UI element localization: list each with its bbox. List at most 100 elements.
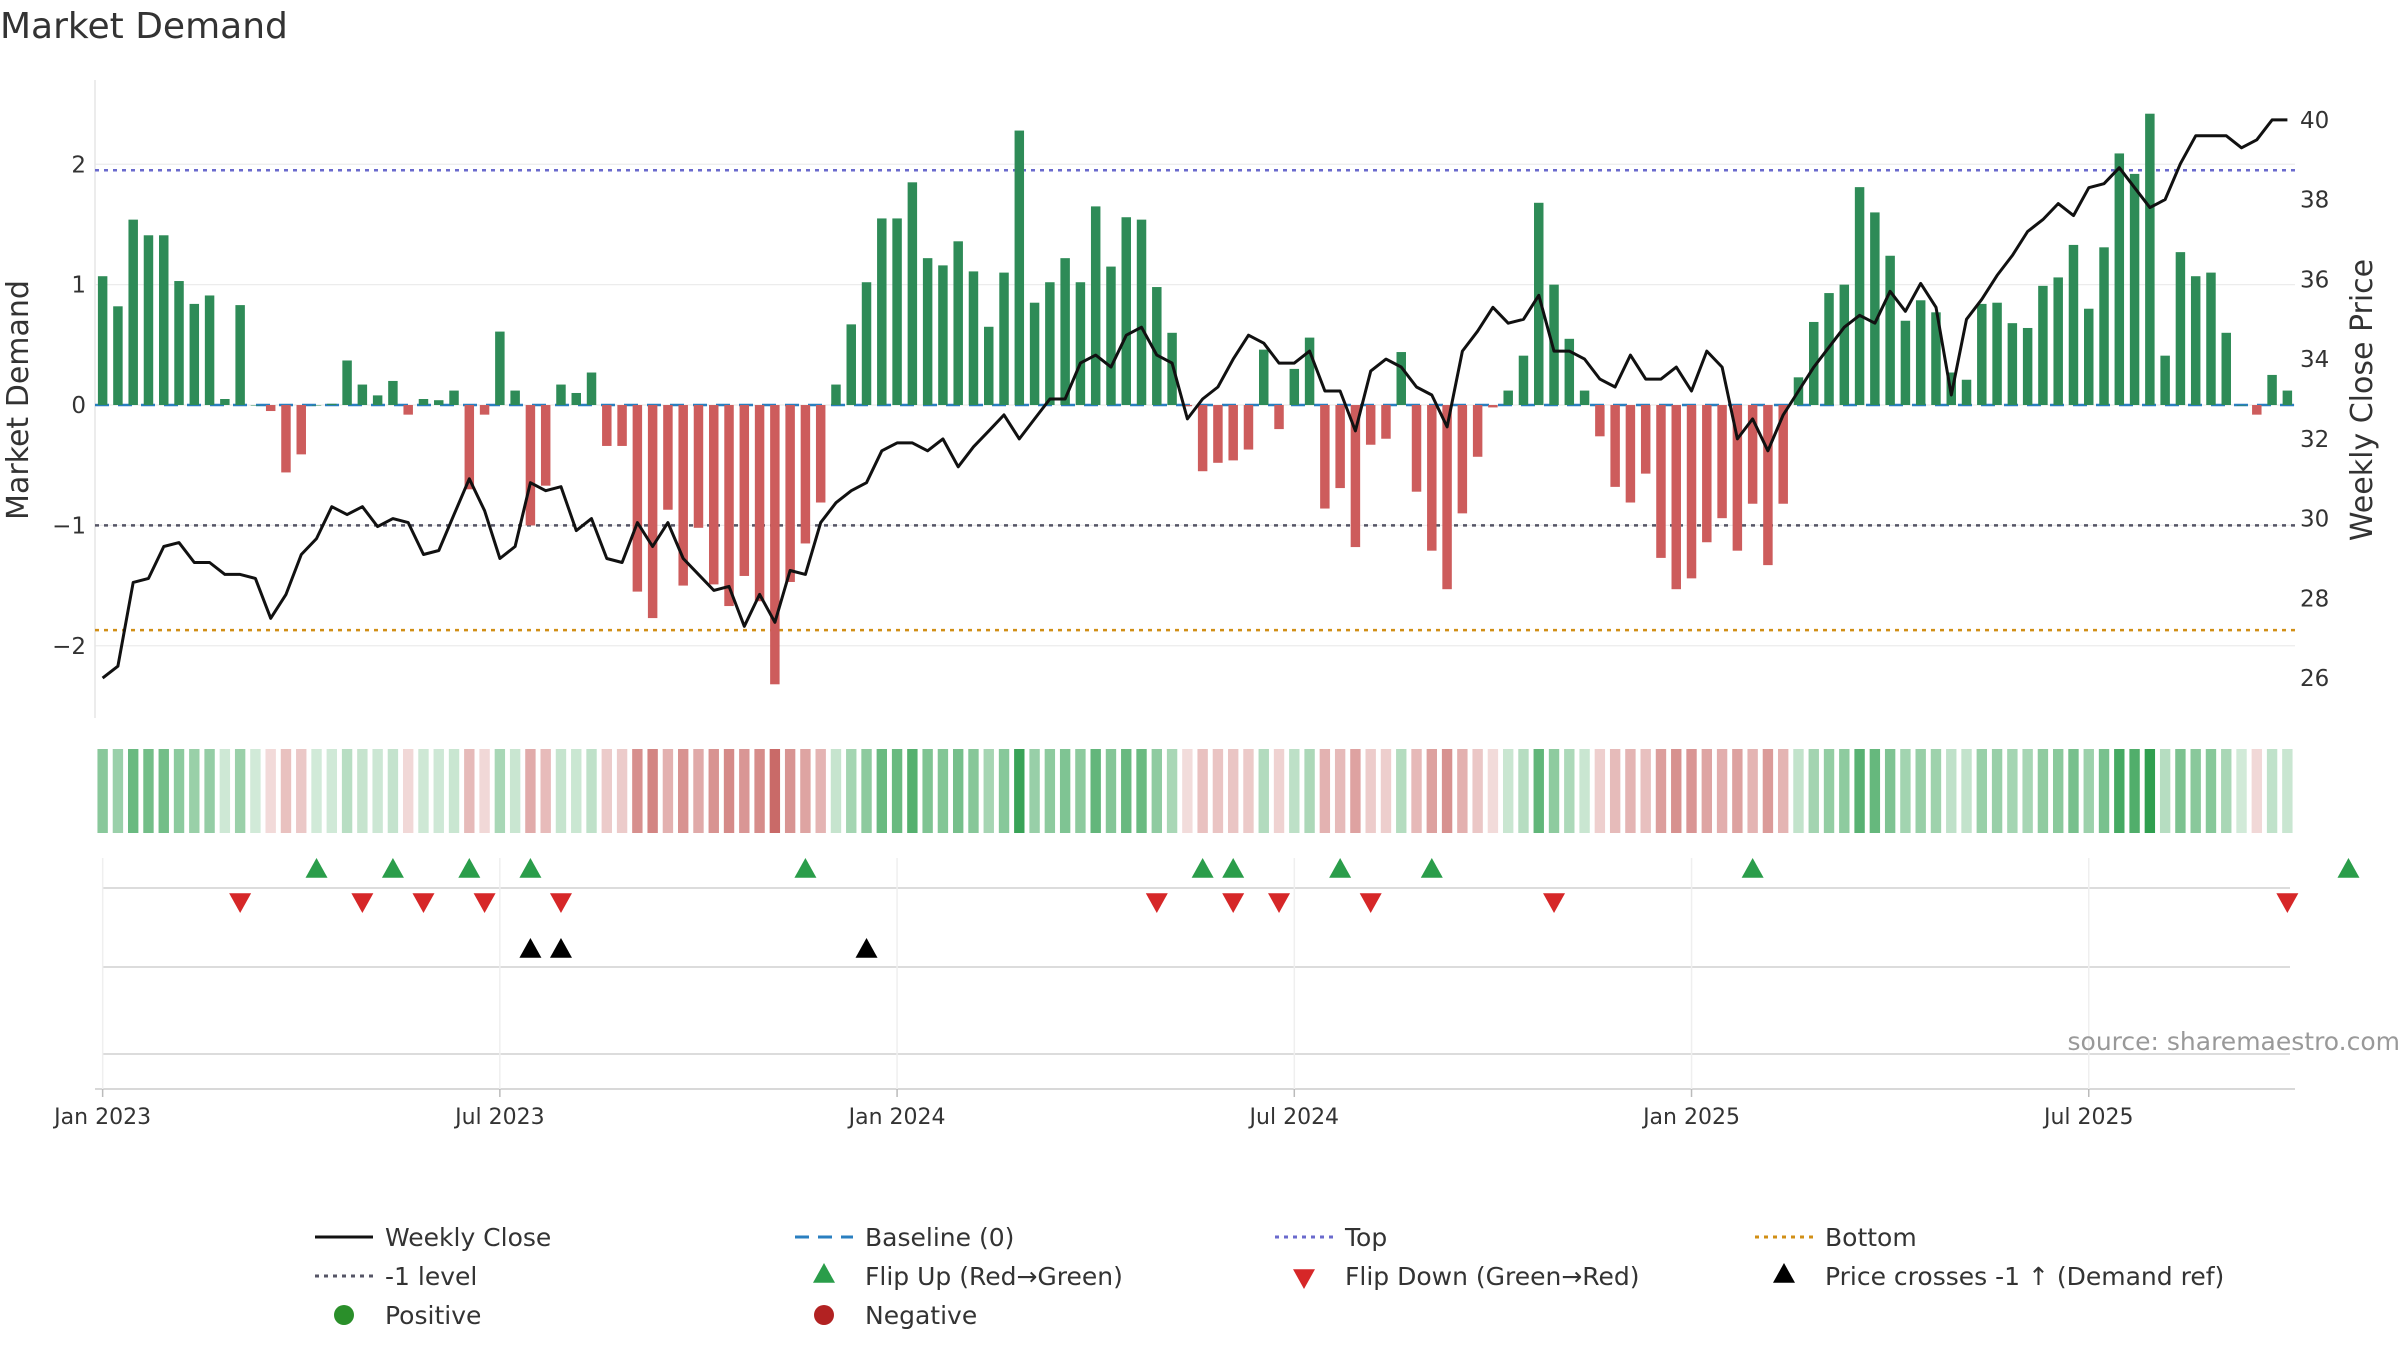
demand-bar [388, 380, 398, 406]
heat-cell [296, 749, 307, 833]
demand-bar [800, 405, 811, 544]
demand-bar [418, 399, 429, 406]
demand-bar [220, 399, 230, 406]
demand-bar [846, 324, 856, 406]
left-tick-label: 2 [71, 152, 86, 178]
demand-bar [449, 390, 459, 406]
demand-bar [1136, 219, 1147, 406]
legend-positive-swatch [334, 1305, 354, 1325]
legend-label-bottom: Bottom [1825, 1223, 1917, 1252]
left-axis-label: Market Demand [1, 280, 36, 520]
demand-bar [1915, 300, 1926, 406]
heat-cell [953, 749, 964, 833]
heat-cell [1487, 749, 1499, 833]
demand-bar [1289, 368, 1300, 406]
legend-label-flipdown: Flip Down (Green→Red) [1345, 1262, 1640, 1291]
demand-bar [1549, 284, 1559, 406]
demand-bar [1197, 405, 1208, 472]
right-tick-label: 40 [2300, 108, 2329, 134]
heat-cell [372, 749, 383, 833]
demand-bar [1427, 405, 1437, 551]
demand-bar [586, 372, 597, 406]
demand-bar [617, 405, 627, 446]
demand-bar [1564, 338, 1575, 406]
demand-bar [2282, 390, 2293, 406]
demand-bar [678, 405, 688, 586]
heat-cell [433, 749, 444, 833]
flip-down-marker [1222, 893, 1245, 913]
demand-bar [1534, 202, 1544, 406]
heat-cell [1625, 749, 1636, 833]
legend-label-close: Weekly Close [385, 1223, 551, 1252]
demand-bar [1472, 405, 1483, 457]
x-tick-label: Jan 2025 [1641, 1105, 1740, 1130]
heat-cell [1273, 749, 1285, 833]
heat-cell [937, 749, 949, 833]
demand-bar [953, 241, 963, 406]
heat-cell [2037, 749, 2049, 833]
heat-cell [1075, 749, 1086, 833]
heat-cell [968, 749, 979, 833]
right-axis-label: Weekly Close Price [2345, 259, 2380, 541]
heat-cell [907, 749, 918, 833]
demand-bar [2114, 153, 2125, 406]
demand-bar [2236, 405, 2247, 406]
demand-bar [495, 331, 505, 406]
right-tick-label: 36 [2300, 267, 2329, 293]
heat-cell [1029, 749, 1040, 833]
demand-bar [663, 405, 673, 510]
heat-cell [1716, 749, 1728, 833]
heat-cell [1930, 749, 1942, 833]
heat-cell [555, 749, 567, 833]
demand-bar [1625, 405, 1636, 503]
heat-cell [464, 749, 475, 833]
demand-bar [1106, 266, 1116, 406]
flip-down-marker [473, 893, 496, 913]
heat-cell [2282, 749, 2293, 833]
heat-cell [418, 749, 429, 833]
heat-cell [1166, 749, 1178, 833]
demand-bar [1579, 390, 1590, 406]
flip-down-marker [549, 893, 572, 913]
price-cross-marker [549, 938, 572, 958]
flip-up-marker [519, 858, 542, 878]
heat-cell [97, 749, 108, 833]
demand-bar [1977, 303, 1987, 406]
demand-bar [342, 360, 352, 406]
heat-cell [708, 749, 719, 833]
demand-bar [2068, 244, 2079, 406]
demand-bar [235, 305, 245, 406]
demand-bar [1732, 405, 1743, 551]
demand-bar [2053, 277, 2063, 406]
heat-cell [341, 749, 353, 833]
heat-cell [1105, 749, 1117, 833]
heat-cell [2083, 749, 2094, 833]
heat-cell [1609, 749, 1621, 833]
demand-bar [1656, 405, 1666, 558]
demand-bar [861, 282, 872, 406]
heat-cell [1961, 749, 1972, 833]
right-tick-label: 32 [2300, 427, 2329, 453]
demand-bar [1809, 321, 1819, 406]
heat-cell [525, 749, 536, 833]
demand-bar [510, 390, 520, 406]
flip-up-marker [1741, 858, 1764, 878]
demand-bar [1702, 405, 1712, 543]
heat-cell [754, 749, 765, 833]
demand-bar [159, 235, 169, 406]
heat-cell [250, 749, 261, 833]
x-axis-ticks: Jan 2023 Jul 2023 Jan 2024 Jul 2024 Jan 2025… [52, 1089, 2134, 1130]
demand-bar [1900, 320, 1911, 406]
heat-cell [2251, 749, 2262, 833]
heat-cell [815, 749, 826, 833]
heat-cell [540, 749, 551, 833]
x-tick-label: Jul 2025 [2042, 1105, 2134, 1130]
demand-bar [1686, 405, 1697, 579]
heat-cell [2266, 749, 2278, 833]
demand-bar [1243, 405, 1254, 450]
demand-bar [1320, 405, 1330, 509]
demand-bar [693, 405, 704, 528]
demand-bar [372, 395, 383, 406]
flip-up-marker [305, 858, 328, 878]
heat-cell [998, 749, 1010, 833]
